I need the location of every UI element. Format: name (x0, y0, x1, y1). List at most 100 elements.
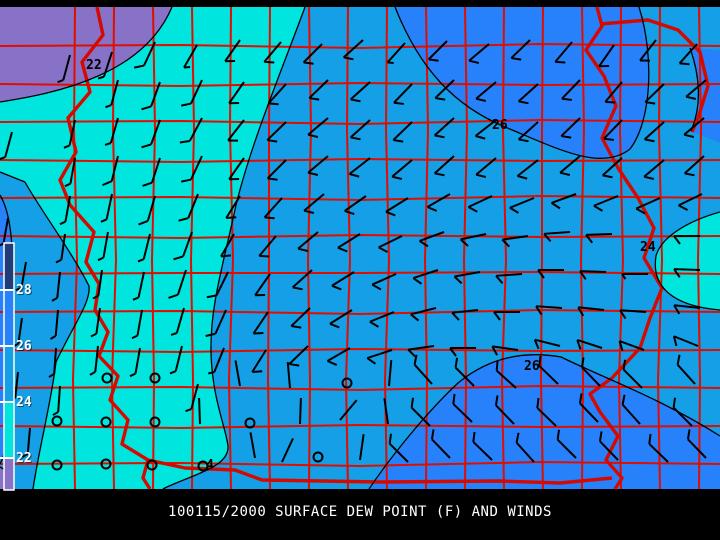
county-line-vertical (227, 6, 235, 490)
colorbar-tick-label: 26 (16, 339, 32, 354)
wind-barb (183, 44, 198, 69)
wind-barb (15, 261, 27, 292)
wind-barb (683, 117, 705, 138)
wind-barb (551, 193, 577, 210)
wind-barb (142, 157, 161, 187)
wind-barb (622, 359, 643, 389)
wind-barb (491, 345, 519, 356)
wind-barb (618, 340, 645, 351)
wind-barb (251, 349, 267, 374)
wind-barb (518, 121, 539, 143)
wind-barb (495, 360, 517, 389)
wind-barb (561, 79, 581, 101)
wind-barb (560, 117, 581, 139)
wind-barb (267, 83, 287, 106)
wind-barb (228, 81, 245, 105)
wind-barb (185, 383, 199, 413)
colorbar-segment (4, 243, 14, 290)
wind-barb (266, 159, 287, 181)
colorbar-segment (4, 402, 14, 458)
wind-barb (134, 41, 156, 69)
wind-barb (537, 269, 564, 279)
wind-barb (359, 434, 365, 461)
wind-barb (137, 233, 151, 263)
wind-barb (263, 41, 282, 64)
wind-barb (678, 193, 703, 211)
wind-barb (510, 39, 531, 61)
wind-barb (388, 433, 409, 463)
contour-22-northwest (0, 6, 173, 103)
county-line-vertical (617, 6, 625, 490)
calm-wind-circle (149, 372, 161, 384)
wind-barb (472, 431, 493, 461)
wind-barb (307, 117, 329, 138)
wind-barb (258, 235, 277, 258)
county-line-vertical (189, 6, 196, 490)
wind-barb (391, 159, 413, 180)
wind-barb (141, 119, 161, 149)
wind-barb (459, 233, 487, 247)
wind-barb (178, 193, 199, 222)
wind-barb (685, 79, 707, 100)
wind-barb (515, 432, 535, 463)
wind-barb (205, 309, 227, 337)
wind-barb (299, 397, 302, 425)
wind-barb (621, 273, 648, 280)
wind-barb (181, 79, 203, 107)
wind-barb (603, 119, 623, 141)
wind-barb (307, 155, 329, 176)
wind-barb (281, 438, 294, 463)
wind-barb (579, 270, 607, 280)
wind-barb (474, 119, 497, 140)
wind-barb (89, 345, 99, 376)
calm-wind-circle (51, 415, 63, 427)
wind-barb (673, 268, 701, 278)
wind-barb (451, 309, 479, 321)
wind-barb (495, 273, 523, 285)
county-line-horizontal (0, 42, 720, 50)
county-line-vertical (383, 6, 391, 490)
wind-barb (138, 195, 156, 226)
county-line-horizontal (0, 81, 720, 88)
wind-barb (621, 394, 641, 425)
county-line-vertical (110, 6, 118, 490)
wind-barb (585, 233, 613, 244)
wind-barb (412, 269, 439, 285)
county-line-horizontal (0, 423, 720, 430)
colorbar-segment (4, 458, 14, 490)
wind-barb (100, 193, 113, 223)
wind-barb (536, 397, 557, 427)
wind-barb (684, 155, 705, 177)
contour-northeast-corner (689, 47, 700, 132)
wind-barb (297, 231, 319, 252)
wind-barb (57, 54, 71, 84)
colorbar-tick-label: 28 (16, 283, 32, 298)
wind-barb (602, 157, 623, 179)
wind-barb (518, 83, 539, 105)
wind-barb (286, 362, 291, 389)
wind-barb (206, 271, 229, 299)
contour-26-north-blob (394, 6, 650, 159)
wind-barb (254, 273, 271, 297)
wind-barb (410, 397, 431, 427)
wind-barb (105, 79, 119, 109)
wind-barb (467, 195, 493, 213)
wind-barb (598, 44, 615, 68)
county-line-vertical (500, 6, 508, 490)
wind-barb (344, 195, 367, 215)
wind-barb (290, 307, 311, 329)
wind-barb (509, 197, 535, 214)
wind-barb (249, 432, 256, 459)
wind-barb (63, 119, 76, 149)
wind-barb (52, 385, 61, 416)
wind-barb (378, 235, 403, 253)
county-line-vertical (306, 6, 313, 490)
wind-barb (263, 197, 283, 220)
wind-barb (343, 39, 364, 61)
wind-barb (208, 347, 225, 375)
county-line-horizontal (0, 308, 720, 316)
county-line-horizontal (0, 460, 720, 468)
wind-barb (170, 307, 185, 336)
wind-barb (97, 231, 109, 262)
wind-barb (369, 311, 395, 328)
